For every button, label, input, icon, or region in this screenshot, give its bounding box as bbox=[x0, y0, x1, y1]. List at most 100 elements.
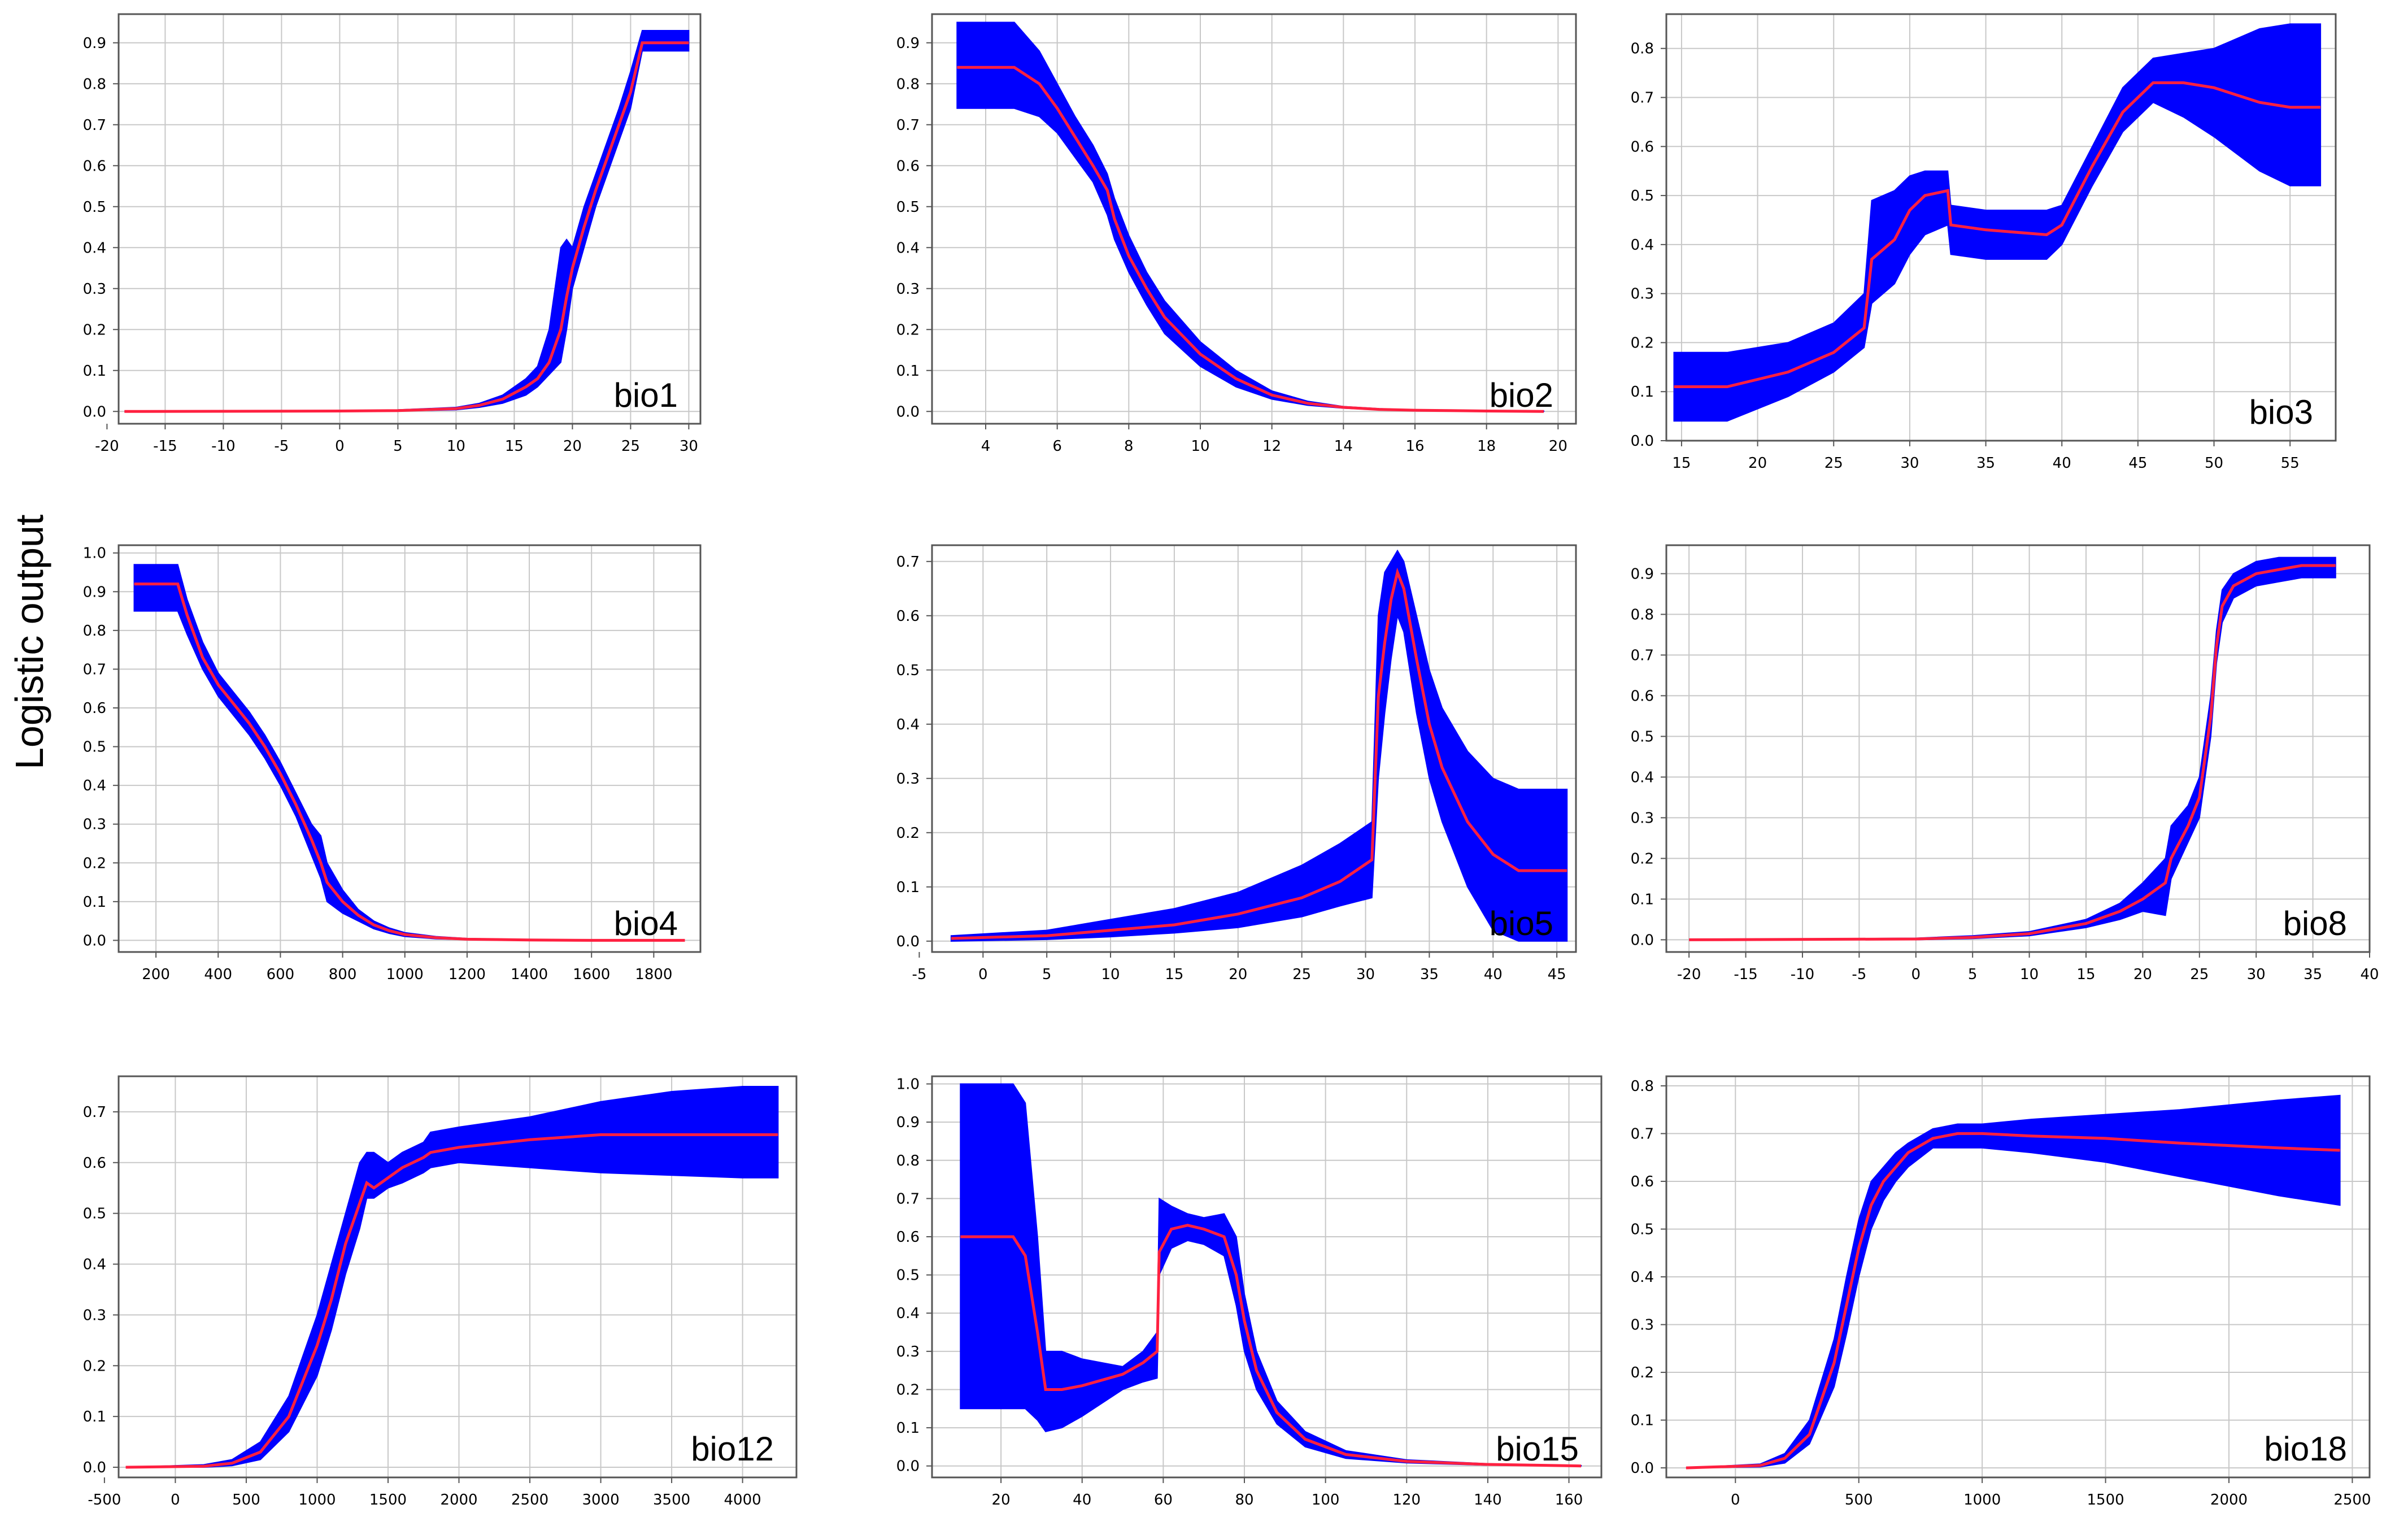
y-tick-label: 0.0 bbox=[1631, 1460, 1654, 1477]
x-tick-label: 10 bbox=[447, 438, 465, 455]
x-tick-label: -10 bbox=[1791, 966, 1814, 983]
x-tick-label: 1600 bbox=[573, 966, 610, 983]
y-tick-label: 0.0 bbox=[1631, 433, 1654, 450]
y-tick-label: 1.0 bbox=[83, 545, 106, 562]
x-tick-label: 12 bbox=[1262, 438, 1281, 455]
y-tick-label: 0.2 bbox=[1631, 334, 1654, 351]
y-tick-label: 0.6 bbox=[896, 158, 920, 175]
y-tick-label: 0.7 bbox=[1631, 1125, 1654, 1142]
x-tick-label: 800 bbox=[329, 966, 357, 983]
x-tick-label: -20 bbox=[1677, 966, 1701, 983]
mean-response-line-bio3 bbox=[1674, 81, 2321, 388]
x-tick-label: 40 bbox=[2360, 966, 2379, 983]
y-tick-label: 0.5 bbox=[1631, 728, 1654, 745]
y-tick-label: 0.3 bbox=[1631, 810, 1654, 827]
x-tick-label: 2000 bbox=[2210, 1492, 2248, 1508]
x-tick-label: 20 bbox=[1229, 966, 1247, 983]
x-tick-label: 20 bbox=[1748, 455, 1767, 472]
y-tick-label: 0.4 bbox=[1631, 769, 1654, 786]
chart-bio2: 4 6 8 10 12 14 16 18 20 0.0 0.1 0.2 0.3 0.4 0.5 0.6 0.7 0… bbox=[896, 13, 1577, 455]
y-tick-label: 0.5 bbox=[83, 1206, 106, 1223]
mean-response-line-bio2 bbox=[957, 66, 1544, 413]
confidence-band-bio12 bbox=[125, 1086, 779, 1468]
y-tick-label: 0.4 bbox=[896, 716, 920, 733]
x-tick-label: 25 bbox=[1292, 966, 1311, 983]
chart-bio18: 0 500 1000 1500 2000 2500 0.0 0.1 0.2 0.3 0.4 0.5 0.… bbox=[1631, 1075, 2371, 1508]
y-tick-label: 1.0 bbox=[896, 1076, 920, 1093]
x-tick-label: 15 bbox=[1165, 966, 1183, 983]
x-tick-label: 120 bbox=[1392, 1492, 1421, 1508]
y-tick-label: 0.4 bbox=[83, 240, 106, 256]
chart-bio3: 15 20 25 30 35 40 45 50 55 0.0 0.1 0.2 0.3 0.4 0.5 0.6 0… bbox=[1631, 13, 2337, 472]
y-tick-label: 0.1 bbox=[1631, 384, 1654, 401]
y-tick-label: 0.4 bbox=[1631, 237, 1654, 254]
y-tick-label: 0.8 bbox=[896, 1153, 920, 1170]
y-tick-label: 0.0 bbox=[83, 932, 106, 949]
y-tick-label: 0.1 bbox=[896, 363, 920, 380]
x-tick-label: 8 bbox=[1124, 438, 1134, 455]
x-tick-label: 40 bbox=[1484, 966, 1503, 983]
y-tick-label: 0.8 bbox=[1631, 1078, 1654, 1095]
x-tick-label: 55 bbox=[2281, 455, 2300, 472]
y-tick-label: 0.3 bbox=[83, 281, 106, 298]
x-tick-label: 600 bbox=[267, 966, 295, 983]
y-tick-label: 0.1 bbox=[896, 1420, 920, 1437]
variable-label-bio18: bio18 bbox=[2264, 1430, 2347, 1468]
y-tick-label: 0.8 bbox=[896, 76, 920, 93]
y-tick-label: 0.6 bbox=[1631, 688, 1654, 705]
y-tick-label: 0.5 bbox=[83, 739, 106, 756]
x-tick-label: -20 bbox=[95, 438, 119, 455]
y-tick-label: 0.7 bbox=[83, 117, 106, 134]
x-tick-label: 30 bbox=[1900, 455, 1919, 472]
mean-response-line-bio18 bbox=[1686, 1132, 2340, 1470]
x-tick-label: 18 bbox=[1477, 438, 1496, 455]
x-tick-label: 40 bbox=[2053, 455, 2071, 472]
plot-frame bbox=[931, 13, 1577, 425]
x-tick-label: -15 bbox=[1734, 966, 1757, 983]
y-tick-label: 0.4 bbox=[896, 1305, 920, 1322]
x-tick-label: 20 bbox=[1549, 438, 1567, 455]
chart-bio4: 200 400 600 800 1000 1200 1400 1600 1800 0.0 0.1 0.… bbox=[83, 544, 702, 983]
x-tick-label: 60 bbox=[1154, 1492, 1173, 1508]
y-tick-label: 0.6 bbox=[1631, 1173, 1654, 1190]
plot-area bbox=[119, 545, 700, 952]
x-tick-label: 10 bbox=[2020, 966, 2039, 983]
y-tick-label: 0.0 bbox=[896, 1458, 920, 1475]
x-tick-label: 20 bbox=[563, 438, 582, 455]
y-tick-label: 0.6 bbox=[83, 158, 106, 175]
y-tick-label: 0.1 bbox=[83, 894, 106, 911]
y-tick-label: 0.7 bbox=[1631, 647, 1654, 664]
x-tick-label: 0 bbox=[978, 966, 988, 983]
mean-response-line-bio12 bbox=[125, 1133, 778, 1469]
y-tick-label: 0.9 bbox=[83, 35, 106, 52]
y-tick-label: 0.5 bbox=[896, 662, 920, 679]
x-tick-label: 100 bbox=[1312, 1492, 1340, 1508]
plot-frame bbox=[117, 1075, 798, 1479]
y-tick-label: 0.3 bbox=[896, 1344, 920, 1360]
x-tick-label: -500 bbox=[88, 1492, 121, 1508]
plot-frame bbox=[1665, 544, 2371, 953]
y-tick-label: 0.2 bbox=[896, 1381, 920, 1398]
mean-response-line-bio4 bbox=[134, 582, 685, 942]
y-tick-label: 0.1 bbox=[896, 879, 920, 896]
x-tick-label: 5 bbox=[393, 438, 403, 455]
y-tick-label: 0.4 bbox=[83, 777, 106, 794]
x-tick-label: 0 bbox=[171, 1492, 180, 1508]
chart-bio1: -20 -15 -10 -5 0 5 10 15 20 25 30 0.0 0.1 0.2 0.3 0.4 0.… bbox=[83, 13, 702, 455]
y-tick-label: 0.1 bbox=[83, 363, 106, 380]
y-tick-label: 0.0 bbox=[83, 1459, 106, 1476]
x-tick-label: 1000 bbox=[298, 1492, 336, 1508]
x-tick-label: 5 bbox=[1968, 966, 1978, 983]
y-tick-label: 0.8 bbox=[83, 76, 106, 93]
x-tick-label: 200 bbox=[142, 966, 170, 983]
x-tick-label: -5 bbox=[274, 438, 289, 455]
x-tick-label: 35 bbox=[1420, 966, 1439, 983]
x-tick-label: 400 bbox=[204, 966, 232, 983]
confidence-band-bio8 bbox=[1689, 557, 2336, 941]
y-tick-label: 0.4 bbox=[896, 240, 920, 256]
mean-response-line-bio5 bbox=[951, 567, 1567, 940]
y-tick-label: 0.0 bbox=[1631, 932, 1654, 949]
x-tick-label: 40 bbox=[1073, 1492, 1091, 1508]
y-tick-label: 0.9 bbox=[896, 1114, 920, 1131]
